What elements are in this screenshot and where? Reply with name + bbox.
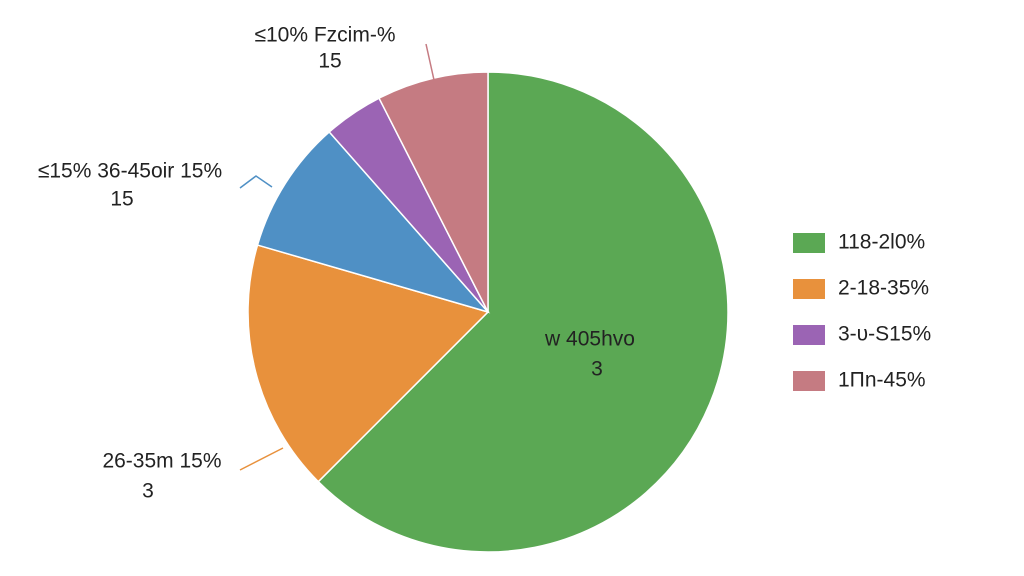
legend-label: 118-2l0% [838, 231, 925, 254]
legend-swatch [793, 371, 825, 391]
pie-slice [378, 71, 489, 313]
legend-swatch [793, 233, 825, 253]
slice-label: 15 [318, 50, 341, 73]
pie-slice [256, 130, 491, 314]
legend-swatch [793, 325, 825, 345]
pie-slice [247, 244, 490, 483]
legend-label: 1Πn-45% [838, 369, 926, 392]
legend-label: 3-υ-S15% [838, 323, 931, 346]
leader-line [239, 175, 273, 189]
leader-line [425, 43, 435, 81]
slice-label: 3 [591, 358, 603, 381]
slice-label: ≤10% Fzcim-% [254, 24, 395, 47]
slice-label: w 405hvo [544, 328, 635, 351]
leader-line [239, 447, 284, 471]
legend-swatch [793, 279, 825, 299]
slice-label: 26-35m 15% [102, 450, 221, 473]
slice-label: ≤15% 36-45oir 15% [38, 160, 222, 183]
slice-label: 3 [142, 480, 154, 503]
slice-label: 15 [110, 188, 133, 211]
legend-label: 2-18-35% [838, 277, 929, 300]
pie-slice [317, 71, 729, 553]
